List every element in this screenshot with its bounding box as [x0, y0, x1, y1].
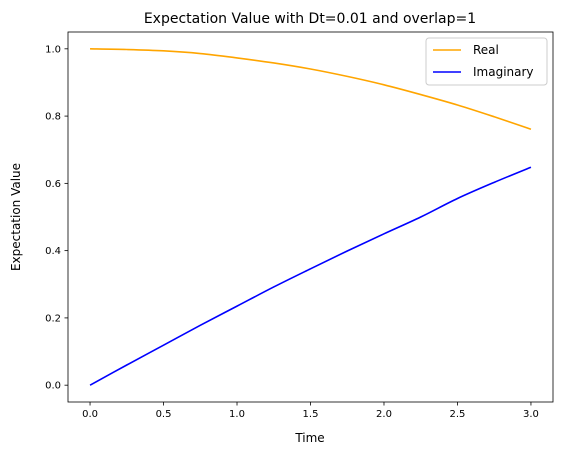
legend: Real Imaginary [425, 37, 548, 86]
y-tick-label: 1.0 [45, 44, 61, 55]
plot-lines [89, 48, 532, 386]
x-tick-label: 1.0 [229, 409, 245, 420]
legend-label-real: Real [473, 43, 499, 57]
legend-label-imaginary: Imaginary [473, 65, 534, 79]
y-tick-label: 0.0 [45, 381, 61, 392]
series-line-imaginary [89, 166, 532, 386]
y-tick-label: 0.6 [45, 179, 61, 190]
x-tick-label: 2.0 [376, 409, 392, 420]
chart-title: Expectation Value with Dt=0.01 and overl… [144, 11, 476, 27]
y-axis: 0.0 0.2 0.4 0.6 0.8 1.0 [45, 44, 68, 392]
x-tick-label: 0.5 [156, 409, 172, 420]
x-tick-label: 3.0 [523, 409, 539, 420]
x-tick-label: 0.0 [82, 409, 98, 420]
y-tick-label: 0.2 [45, 313, 61, 324]
series-line-real [90, 48, 532, 130]
x-axis: 0.0 0.5 1.0 1.5 2.0 2.5 3.0 [82, 402, 539, 420]
x-tick-label: 2.5 [450, 409, 466, 420]
y-axis-label: Expectation Value [9, 163, 23, 271]
x-axis-label: Time [294, 431, 324, 445]
y-tick-label: 0.4 [45, 246, 61, 257]
y-tick-label: 0.8 [45, 112, 61, 123]
x-tick-label: 1.5 [303, 409, 319, 420]
